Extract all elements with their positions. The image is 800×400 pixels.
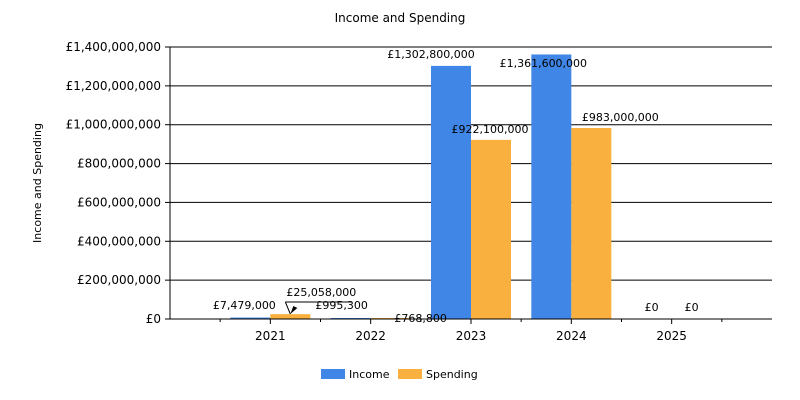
data-labels: £7,479,000 £995,300 £1,302,800,000 £1,361,6… [213,48,699,325]
y-tick-label: £600,000,000 [77,195,161,209]
legend: Income Spending [321,368,478,381]
data-label-income: £0 [645,301,659,314]
data-label-income: £1,302,800,000 [387,48,474,61]
y-tick-label: £0 [146,312,161,326]
x-tick-label: 2024 [556,329,587,343]
data-label-spending: £983,000,000 [582,111,659,124]
y-tick-label: £1,000,000,000 [66,118,161,132]
label-leader-line [284,301,291,315]
chart-title: Income and Spending [335,11,466,25]
x-tick-label: 2023 [456,329,487,343]
bar-income [531,54,572,319]
y-tick-label: £1,400,000,000 [66,40,161,54]
bar-spending [471,139,511,319]
data-label-spending: £768,800 [394,312,447,325]
legend-label-spending: Spending [426,368,478,381]
y-tick-label: £800,000,000 [77,157,161,171]
x-tick-label: 2025 [656,329,687,343]
data-label-spending: £922,100,000 [452,123,529,136]
legend-label-income: Income [349,368,390,381]
y-tick-label: £1,200,000,000 [66,79,161,93]
axes: £0 £200,000,000 £400,000,000 £600,000,000 £8… [66,40,772,343]
bar-spending [571,128,612,319]
bars [230,54,612,319]
bar-income [431,65,471,319]
data-label-income: £995,300 [315,299,368,312]
label-leader-arrow [290,306,298,314]
y-axis-title: Income and Spending [31,123,44,243]
y-tick-label: £200,000,000 [77,273,161,287]
x-tick-label: 2022 [355,329,386,343]
data-label-income: £7,479,000 [213,299,276,312]
data-label-income: £1,361,600,000 [500,57,587,70]
data-label-spending: £0 [685,301,699,314]
bar-income [230,317,271,319]
y-tick-label: £400,000,000 [77,234,161,248]
data-label-spending: £25,058,000 [286,286,356,299]
bar-spending [270,314,311,319]
legend-swatch-spending [398,369,422,379]
legend-swatch-income [321,369,345,379]
x-tick-label: 2021 [255,329,286,343]
